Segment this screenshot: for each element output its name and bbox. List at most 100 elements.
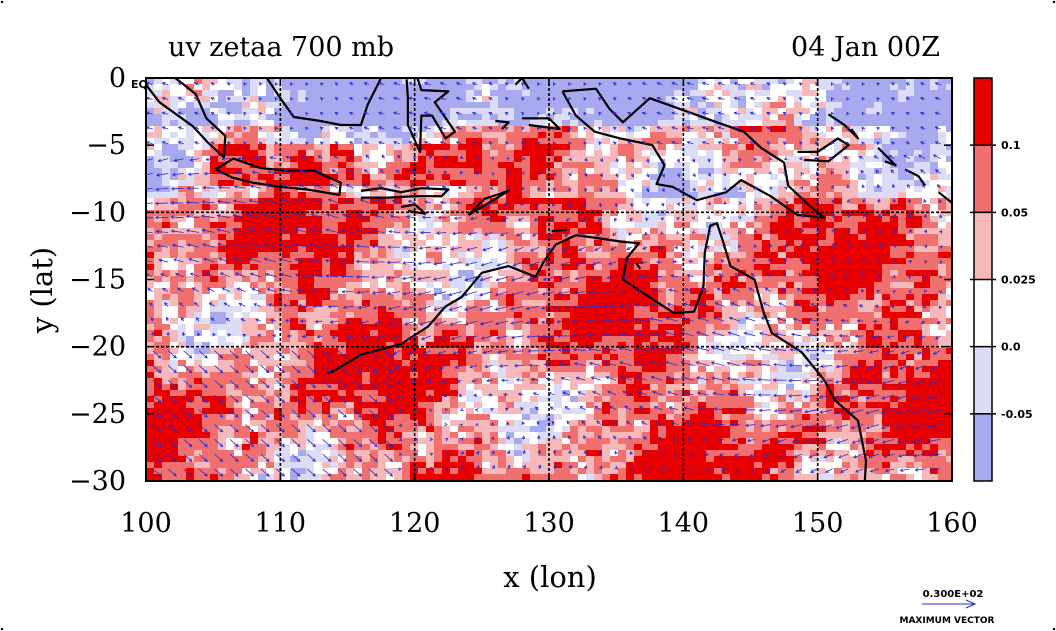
wind-vector-head — [375, 199, 380, 203]
wind-vector-head — [299, 319, 304, 323]
wind-vector — [402, 276, 416, 280]
wind-vector — [440, 112, 447, 115]
wind-vector-head — [296, 473, 301, 477]
wind-vector-head — [504, 112, 509, 116]
wind-vector-head — [748, 287, 753, 291]
wind-vector-head — [393, 184, 398, 188]
wind-vector-head — [521, 421, 525, 426]
wind-vector — [881, 424, 895, 429]
wind-vector-head — [482, 350, 487, 354]
wind-vectors — [146, 81, 944, 477]
wind-vector-head — [471, 97, 476, 101]
wind-vector-head — [550, 218, 554, 222]
wind-vector — [759, 332, 771, 337]
wind-vector-head — [343, 458, 347, 462]
wind-vector-head — [931, 366, 935, 370]
wind-vector — [433, 291, 447, 296]
wind-vector — [486, 217, 493, 220]
wind-vector — [792, 438, 802, 443]
wind-vector-head — [846, 198, 850, 203]
wind-vector — [790, 424, 802, 428]
wind-vector-head — [810, 303, 815, 307]
wind-vector-head — [819, 410, 824, 414]
wind-vector-head — [408, 81, 413, 86]
colorbar-swatch — [973, 211, 993, 280]
wind-vector — [498, 350, 509, 353]
wind-vector-head — [212, 332, 216, 337]
wind-vector — [611, 420, 617, 425]
wind-vector-head — [372, 306, 377, 310]
wind-vector-head — [702, 437, 706, 442]
wind-vector-head — [542, 348, 547, 353]
wind-vector-head — [929, 467, 934, 472]
wind-vector — [152, 365, 162, 373]
wind-vector-head — [494, 292, 499, 297]
wind-vector — [789, 394, 802, 397]
wind-vector-head — [281, 384, 286, 389]
wind-vector — [513, 350, 524, 353]
wind-vector-head — [883, 366, 887, 370]
wind-vector-head — [490, 436, 495, 441]
wind-vector-head — [912, 396, 917, 400]
wind-vector-head — [334, 141, 339, 145]
wind-vector-head — [810, 469, 815, 473]
wind-vector-head — [177, 96, 182, 101]
wind-vector — [696, 361, 709, 366]
wind-vector-head — [513, 363, 518, 368]
wind-vector — [912, 409, 926, 414]
wind-vector — [178, 82, 184, 86]
wind-vector — [408, 112, 416, 115]
wind-vector-head — [741, 377, 746, 381]
wind-vector — [384, 424, 393, 433]
wind-vector-head — [644, 231, 648, 236]
wind-vector-head — [240, 318, 245, 322]
wind-vector-head — [596, 232, 600, 237]
wind-vector — [348, 169, 354, 174]
wind-vector-head — [583, 97, 587, 101]
wind-vector-head — [324, 243, 329, 248]
wind-vector — [559, 276, 570, 280]
wind-vector-head — [355, 259, 360, 264]
wind-vector — [781, 287, 787, 292]
wind-vector-head — [668, 288, 673, 292]
wind-vector-head — [665, 317, 670, 321]
wind-vector-head — [552, 434, 556, 439]
wind-vector-head — [395, 366, 399, 370]
wind-vector — [378, 82, 385, 86]
wind-vector — [295, 213, 308, 219]
wind-vector-head — [612, 232, 616, 237]
wind-vector-head — [504, 407, 509, 412]
wind-vector-head — [500, 378, 505, 383]
wind-vector — [807, 334, 818, 337]
wind-vector-head — [210, 126, 215, 131]
wind-vector-head — [234, 272, 239, 276]
wind-vector — [671, 141, 679, 145]
wind-vector-head — [389, 384, 394, 389]
wind-vector — [337, 468, 347, 477]
wind-vector-head — [562, 248, 566, 252]
wind-vector-head — [907, 198, 912, 203]
wind-vector-head — [742, 346, 747, 351]
wind-vector-head — [281, 288, 286, 292]
wind-vector — [742, 378, 756, 381]
wind-vector-head — [896, 425, 901, 429]
wind-vector — [456, 112, 462, 115]
wind-vector — [260, 424, 270, 433]
wind-vector — [931, 365, 941, 370]
wind-vector — [183, 379, 192, 388]
wind-vector — [147, 288, 153, 292]
wind-vector-head — [506, 421, 510, 426]
wind-vector — [883, 365, 895, 369]
wind-vector-head — [419, 322, 424, 326]
wind-vector — [564, 406, 571, 411]
wind-vector-head — [251, 287, 256, 292]
wind-vector-head — [537, 111, 541, 116]
wind-vector-head — [846, 184, 850, 189]
wind-vector — [160, 273, 169, 278]
wind-vector — [850, 409, 864, 414]
wind-vector — [152, 394, 162, 403]
wind-vector — [306, 424, 316, 433]
wind-vector-head — [188, 369, 193, 374]
wind-vector — [673, 437, 679, 440]
wind-vector-head — [692, 187, 696, 192]
